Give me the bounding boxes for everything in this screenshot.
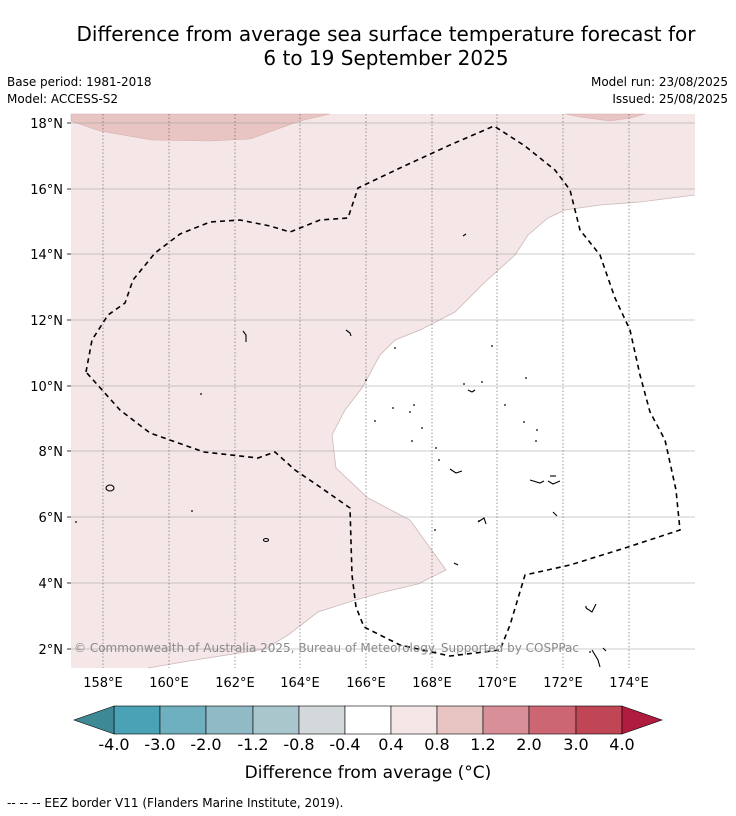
colorbar — [73, 705, 663, 735]
colorbar-tick-label: 4.0 — [609, 735, 635, 754]
copyright-notice: © Commonwealth of Australia 2025, Bureau… — [74, 641, 579, 655]
lon-label-170E: 170°E — [477, 676, 517, 691]
lon-label-160E: 160°E — [149, 676, 189, 691]
lat-label-10N: 10°N — [30, 380, 63, 395]
issued-date: Issued: 25/08/2025 — [612, 92, 728, 106]
lon-label-174E: 174°E — [609, 676, 649, 691]
lon-label-162E: 162°E — [215, 676, 255, 691]
colorbar-high-extend — [621, 705, 663, 735]
lat-label-14N: 14°N — [30, 248, 63, 263]
colorbar-tick-label: 0.4 — [378, 735, 404, 754]
lat-label-2N: 2°N — [39, 643, 64, 658]
neutral-anomaly-edge — [147, 194, 696, 669]
lat-gridlines — [71, 122, 695, 650]
colorbar-tick-label: -3.0 — [144, 735, 176, 754]
colorbar-tick-label: -0.8 — [283, 735, 315, 754]
colorbar-title: Difference from average (°C) — [244, 763, 492, 783]
title-line-1: Difference from average sea surface temp… — [76, 22, 696, 46]
lon-label-172E: 172°E — [543, 676, 583, 691]
lat-label-6N: 6°N — [39, 511, 64, 526]
colorbar-tick-label: 2.0 — [516, 735, 542, 754]
colorbar-tick-label: 0.8 — [424, 735, 450, 754]
lon-label-168E: 168°E — [412, 676, 452, 691]
base-period: Base period: 1981-2018 — [7, 75, 152, 89]
meta-left: Base period: 1981-2018 Model: ACCESS-S2 — [7, 74, 152, 108]
warm-anomaly-patch-north — [70, 113, 331, 142]
colorbar-bin-2 — [205, 705, 254, 735]
colorbar-bin-6 — [390, 705, 438, 735]
colorbar-bin-4 — [298, 705, 346, 735]
colorbar-bin-0 — [113, 705, 161, 735]
meta-right: Model run: 23/08/2025 Issued: 25/08/2025 — [591, 74, 728, 108]
colorbar-tick-label: -1.2 — [237, 735, 269, 754]
neutral-anomaly-region — [148, 195, 695, 668]
colorbar-bin-5 — [344, 705, 392, 735]
lat-label-4N: 4°N — [39, 577, 64, 592]
lon-label-164E: 164°E — [280, 676, 320, 691]
colorbar-bin-1 — [159, 705, 207, 735]
lon-label-158E: 158°E — [83, 676, 123, 691]
islands — [105, 233, 607, 668]
model-name: Model: ACCESS-S2 — [7, 92, 119, 106]
colorbar-tick-label: -2.0 — [190, 735, 222, 754]
title-line-2: 6 to 19 September 2025 — [263, 46, 509, 70]
colorbar-bin-7 — [436, 705, 484, 735]
colorbar-tick-label: -4.0 — [98, 735, 130, 754]
colorbar-bin-9 — [528, 705, 577, 735]
chart-title: Difference from average sea surface temp… — [36, 22, 736, 70]
lat-label-12N: 12°N — [30, 314, 63, 329]
colorbar-tick-label: 1.2 — [470, 735, 496, 754]
lon-gridlines — [102, 114, 630, 668]
eez-footnote: -- -- -- EEZ border V11 (Flanders Marine… — [7, 796, 344, 810]
tiny-islets — [75, 345, 591, 653]
lon-label-166E: 166°E — [346, 676, 386, 691]
lat-label-18N: 18°N — [30, 117, 63, 132]
colorbar-bin-8 — [482, 705, 530, 735]
lat-label-16N: 16°N — [30, 183, 63, 198]
colorbar-low-extend — [73, 705, 115, 735]
model-run: Model run: 23/08/2025 — [590, 75, 728, 89]
colorbar-bin-3 — [252, 705, 300, 735]
axis-ticks — [67, 122, 71, 650]
colorbar-tick-label: -0.4 — [329, 735, 361, 754]
warm-anomaly-patch-northeast — [564, 113, 646, 122]
lat-label-8N: 8°N — [39, 445, 64, 460]
colorbar-tick-label: 3.0 — [563, 735, 589, 754]
colorbar-bin-10 — [575, 705, 623, 735]
